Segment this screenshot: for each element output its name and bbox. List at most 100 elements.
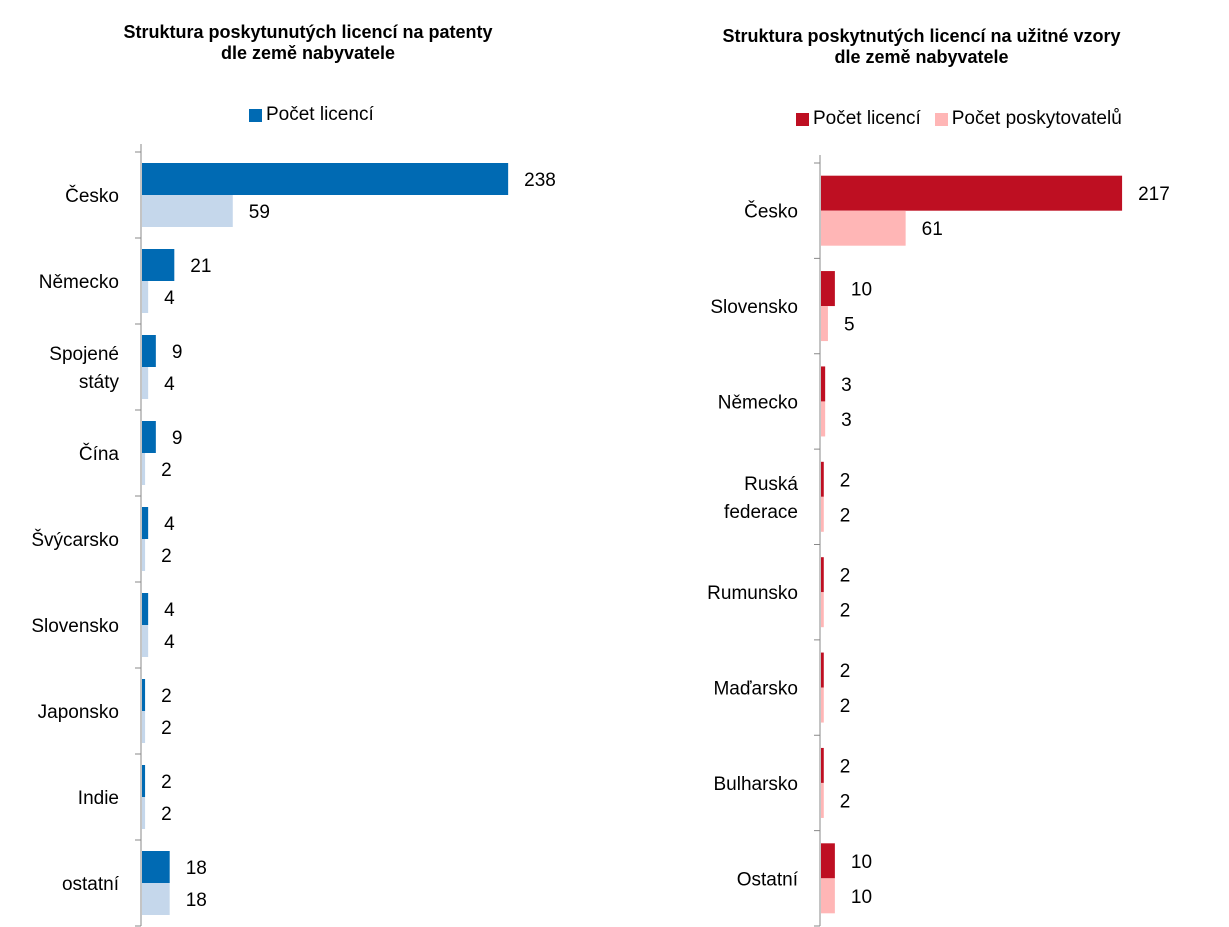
category-label-indie: Indie [78,788,119,809]
utility-models-bar-chart: Česko 217 61 Slovensko 10 5 Německo 3 3 Ruská fede… [707,155,1170,927]
bar-pocet-licenci-cesko [142,163,509,195]
category-label-spojene-staty: Spojené státy [49,344,119,393]
bar-pocet-poskytovatelu-ruska-federace [821,496,824,532]
category-label-cina: Čína [79,443,120,465]
data-label: 3 [841,410,852,431]
category-label-line: Slovensko [710,297,798,318]
data-label: 4 [164,374,175,395]
bar-pocet-licenci-japonsko [142,679,146,711]
data-label: 5 [844,315,855,336]
category-label-slovensko: Slovensko [31,616,119,637]
data-label: 2 [840,566,851,587]
bar-pocet-licenci-ostatni [821,843,835,879]
bar-pocet-licenci-nemecko [142,249,175,281]
data-label: 4 [164,632,175,653]
bar-pocet-licenci-indie [142,765,146,797]
bar-series-1-spojene-staty [142,367,149,399]
chart-title-utility-models: Struktura poskytnutých licencí na užitné… [722,26,1121,67]
bar-pocet-licenci-ruska-federace [821,461,824,497]
data-label: 4 [164,600,175,621]
data-label: 2 [161,686,172,707]
bar-pocet-poskytovatelu-bulharsko [821,782,824,818]
data-label: 59 [249,202,270,223]
category-label-line: Švýcarsko [31,529,119,551]
bar-series-1-indie [142,797,146,829]
category-label-line: Česko [65,185,119,207]
category-label-madarsko: Maďarsko [713,679,798,700]
legend-utility-models: Počet licencí Počet poskytovatelů [796,108,1136,130]
legend-item-licence-count: Počet licencí [249,104,374,126]
legend-patents: Počet licencí [249,104,388,126]
category-label-bulharsko: Bulharsko [714,774,799,795]
bar-pocet-licenci-slovensko [142,593,149,625]
category-label-line: Ruská [744,474,798,495]
bar-series-1-nemecko [142,281,149,313]
category-label-line: Čína [79,443,120,465]
category-label-line: Česko [744,201,798,223]
category-label-line: Ostatní [737,869,799,890]
data-label: 9 [172,428,183,449]
data-label: 61 [922,219,943,240]
data-label: 10 [851,887,872,908]
data-label: 2 [840,601,851,622]
data-label: 2 [840,661,851,682]
category-label-line: státy [79,372,120,393]
category-label-slovensko: Slovensko [710,297,798,318]
bar-series-1-cesko [142,195,233,227]
bar-pocet-licenci-nemecko [821,366,826,402]
data-label: 9 [172,342,183,363]
category-label-line: Německo [39,272,119,293]
data-label: 18 [186,858,207,879]
category-label-line: ostatní [62,874,120,895]
category-label-nemecko: Německo [39,272,119,293]
legend-item-provider-count: Počet poskytovatelů [934,108,1122,130]
bar-series-1-svycarsko [142,539,146,571]
bar-series-1-ostatni [142,883,170,915]
legend-swatch-licence-count [796,112,809,126]
bar-pocet-licenci-cesko [821,175,1123,211]
bar-pocet-licenci-cina [142,421,156,453]
bar-pocet-poskytovatelu-ostatni [821,878,835,914]
category-label-line: Spojené [49,344,119,365]
bar-pocet-licenci-spojene-staty [142,335,156,367]
bar-pocet-poskytovatelu-rumunsko [821,592,824,628]
bar-pocet-licenci-ostatni [142,851,170,883]
legend-label-licence-count: Počet licencí [813,108,921,129]
legend-label-licence-count: Počet licencí [266,104,374,125]
data-label: 4 [164,288,175,309]
utility-model-licences-chart-panel: Struktura poskytnutých licencí na užitné… [614,0,1229,927]
chart-title-patents: Struktura poskytunutých licencí na paten… [123,22,493,63]
category-label-cesko: Česko [65,185,119,207]
category-label-nemecko: Německo [718,392,798,413]
data-label: 2 [161,772,172,793]
category-label-line: federace [724,502,798,523]
bar-pocet-poskytovatelu-slovensko [821,306,828,342]
data-label: 2 [161,804,172,825]
category-label-line: Německo [718,392,798,413]
bar-pocet-licenci-bulharsko [821,747,824,783]
legend-swatch-licence-count [249,108,262,122]
legend-swatch-provider-count [934,112,948,126]
bar-pocet-licenci-madarsko [821,652,824,688]
patent-licences-chart-panel: Struktura poskytunutých licencí na paten… [0,0,614,927]
bar-pocet-licenci-svycarsko [142,507,149,539]
data-label: 10 [851,852,872,873]
bar-pocet-poskytovatelu-nemecko [821,401,826,437]
category-label-line: Japonsko [38,702,119,723]
data-label: 2 [840,756,851,777]
data-label: 10 [851,280,872,301]
category-label-ostatni: ostatní [62,874,120,895]
category-label-line: Rumunsko [707,583,798,604]
category-label-ruska-federace: Ruská federace [724,474,798,523]
category-label-japonsko: Japonsko [38,702,119,723]
category-label-line: Slovensko [31,616,119,637]
data-label: 2 [840,470,851,491]
bar-series-1-japonsko [142,711,146,743]
legend-item-licence-count: Počet licencí [796,108,921,130]
category-label-ostatni: Ostatní [737,869,799,890]
data-label: 2 [840,791,851,812]
data-label: 2 [840,696,851,717]
data-label: 2 [840,505,851,526]
data-label: 2 [161,546,172,567]
